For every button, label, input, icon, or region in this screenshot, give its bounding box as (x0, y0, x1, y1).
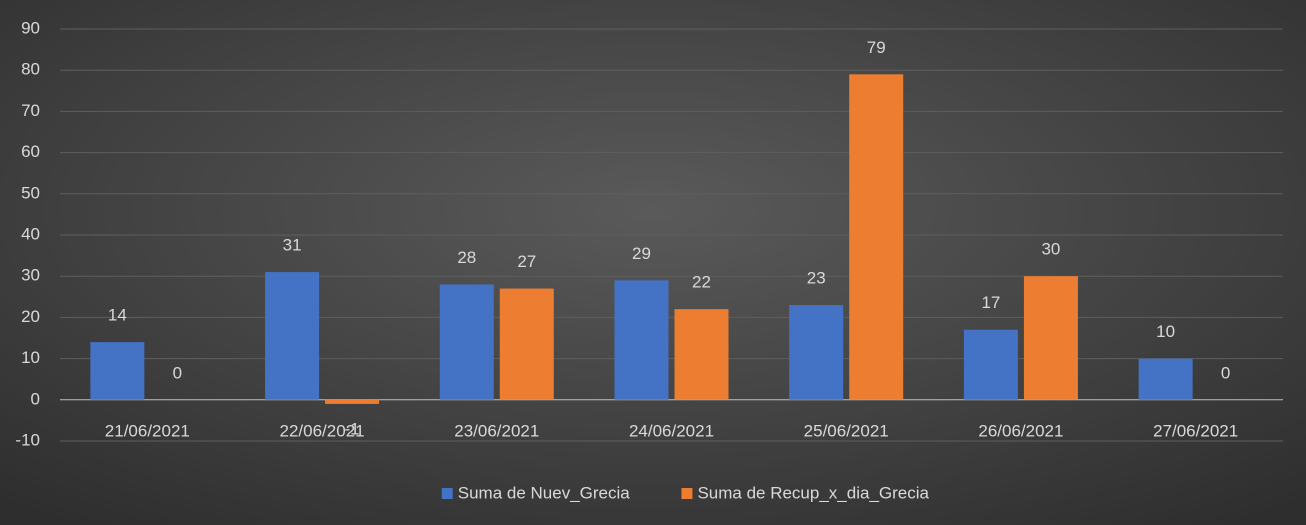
legend-label: Suma de Recup_x_dia_Grecia (697, 483, 929, 502)
y-tick-label: 90 (21, 18, 40, 37)
data-label: 23 (807, 269, 826, 288)
data-label: 31 (283, 236, 302, 255)
bar (674, 309, 729, 400)
x-tick-label: 22/06/2021 (280, 421, 365, 440)
y-tick-label: -10 (15, 430, 40, 449)
y-tick-label: 70 (21, 101, 40, 120)
bar (963, 329, 1018, 400)
legend-swatch (681, 488, 693, 499)
data-label: 22 (692, 273, 711, 292)
x-tick-label: 26/06/2021 (978, 421, 1063, 440)
y-tick-label: 10 (21, 348, 40, 367)
data-label: 14 (108, 306, 127, 325)
data-label: 30 (1041, 240, 1060, 259)
x-tick-label: 21/06/2021 (105, 421, 190, 440)
y-tick-label: 40 (21, 224, 40, 243)
data-label: 28 (457, 248, 476, 267)
bar (439, 284, 494, 400)
y-tick-label: 60 (21, 142, 40, 161)
bar (325, 399, 380, 404)
data-label: 0 (1221, 363, 1230, 382)
data-label: 17 (981, 293, 1000, 312)
bar (849, 74, 904, 400)
bar (789, 305, 844, 400)
legend-swatch (441, 488, 453, 499)
bar (1023, 276, 1078, 400)
bar (614, 280, 669, 400)
y-tick-label: 20 (21, 307, 40, 326)
bar (265, 272, 320, 400)
data-label: 10 (1156, 322, 1175, 341)
y-tick-label: 0 (31, 389, 40, 408)
x-tick-label: 25/06/2021 (804, 421, 889, 440)
data-label: 0 (173, 363, 182, 382)
bar (1138, 358, 1193, 400)
x-tick-label: 24/06/2021 (629, 421, 714, 440)
data-label: 27 (517, 252, 536, 271)
data-label: 79 (867, 38, 886, 57)
bar (90, 342, 145, 400)
x-tick-label: 27/06/2021 (1153, 421, 1238, 440)
data-label: 29 (632, 244, 651, 263)
bar (499, 288, 554, 400)
x-tick-label: 23/06/2021 (454, 421, 539, 440)
y-tick-label: 80 (21, 60, 40, 79)
y-tick-label: 50 (21, 183, 40, 202)
y-tick-label: 30 (21, 266, 40, 285)
data-label: -1 (345, 419, 360, 438)
legend-label: Suma de Nuev_Grecia (458, 483, 631, 502)
